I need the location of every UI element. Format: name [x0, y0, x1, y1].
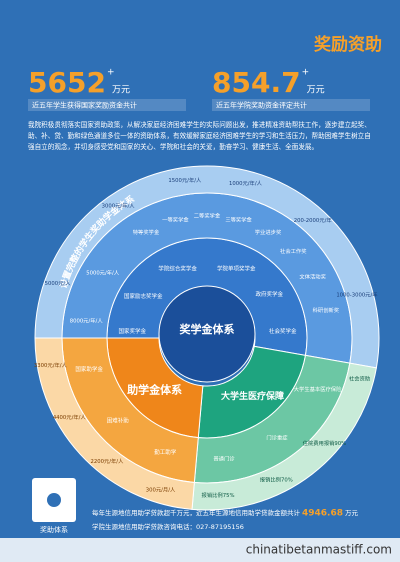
wheel-label: 1000元/年/人: [229, 179, 263, 187]
stat-value: 854.7: [212, 66, 301, 99]
wheel-label: 二等奖学金: [194, 212, 221, 220]
wheel-label: 大学生医疗保障: [221, 390, 284, 402]
wheel-label: 3300元/年/人: [34, 361, 68, 369]
wheel-label: 住院费用报销90%: [303, 439, 347, 447]
wheel-label: 国家励志奖学金: [124, 292, 163, 300]
wheel-label: 国家助学金: [75, 365, 103, 373]
wheel-label: 文体活动奖: [299, 273, 326, 281]
wheel-label: 大学生基本医疗保险: [294, 385, 342, 393]
wheel-label: 国家奖学金: [119, 327, 147, 335]
wheel-center-label: 奖学金体系: [180, 322, 235, 336]
stat-caption: 近五年学生获得国家奖励资金共计: [32, 101, 137, 110]
wheel-label: 社会资助: [349, 374, 370, 382]
loan-unit: 万元: [345, 509, 359, 517]
title: 奖励资助: [314, 34, 382, 55]
watermark-band: [0, 538, 400, 562]
wheel-label: 普通门诊: [213, 454, 235, 462]
stat-unit: 万元: [112, 86, 130, 96]
wheel-label: 社会工作奖: [280, 247, 307, 255]
wheel-label: 1000-3000元/年: [336, 291, 378, 299]
wheel-label: 1500元/年/人: [168, 176, 202, 184]
wheel-sector: [34, 337, 195, 510]
wheel-label: 4400元/年/人: [53, 413, 87, 421]
wheel-label: 报销比例70%: [260, 476, 293, 484]
wheel-label: 学院综合奖学金: [158, 264, 197, 272]
stat-caption: 近五年学院奖助资金评定共计: [216, 101, 307, 110]
caption-bar: [28, 99, 186, 111]
caption-bar: [212, 99, 370, 111]
wheel-center: [158, 285, 256, 383]
wheel-label: 8000元/年/人: [70, 317, 104, 325]
wheel-label: 门诊重症: [266, 433, 288, 441]
wheel-label: 特等奖学金: [133, 228, 160, 236]
wheel-label: 3000元/年/人: [102, 202, 136, 210]
wheel-label: 科研创新奖: [313, 306, 340, 314]
wheel-label: 200-2000元/年: [294, 216, 333, 224]
intro: 我院积极贯彻落实国家资助政策，从解决家庭经济困难学生的实际问题出发，推进精准资助…: [28, 121, 371, 151]
wheel-label: 一等奖学金: [162, 216, 189, 224]
watermark: chinatibetanmastiff.com: [246, 543, 392, 557]
qr-label: 奖助体系: [40, 525, 68, 534]
phone: 学院生源地信用助学贷款咨询电话：027-87195156: [92, 522, 244, 531]
wheel-label: 困难补助: [107, 417, 130, 425]
qr-logo: [47, 493, 61, 507]
wheel-label: 5000元/年/人: [86, 268, 120, 276]
wheel-label: 学院单项奖学金: [217, 264, 256, 272]
stat-value: 5652: [28, 66, 106, 99]
stat-unit: 万元: [307, 86, 325, 96]
wheel-label: 学业进步奖: [255, 228, 282, 236]
wheel-label: 三等奖学金: [225, 216, 252, 224]
wheel-label: 5000元/人: [45, 280, 72, 287]
wheel-label: 社会奖学金: [269, 327, 297, 335]
loan-line: 每年生源地信用助学贷款超千万元，近五年生源地信用助学贷款金额共计: [92, 508, 301, 517]
wheel-label: 报销比例75%: [202, 491, 235, 499]
wheel-sector: [34, 165, 380, 369]
loan-amount: 4946.68: [302, 509, 343, 519]
stat-sup: +: [107, 68, 115, 78]
wheel-label: 政府奖学金: [255, 290, 283, 298]
wheel-label: 300元/月/人: [146, 487, 176, 494]
wheel-label: 2200元/年/人: [90, 457, 124, 465]
wheel-label: 助学金体系: [127, 382, 182, 396]
wheel-label: 勤工助学: [154, 448, 177, 456]
stat-sup: +: [302, 68, 310, 78]
